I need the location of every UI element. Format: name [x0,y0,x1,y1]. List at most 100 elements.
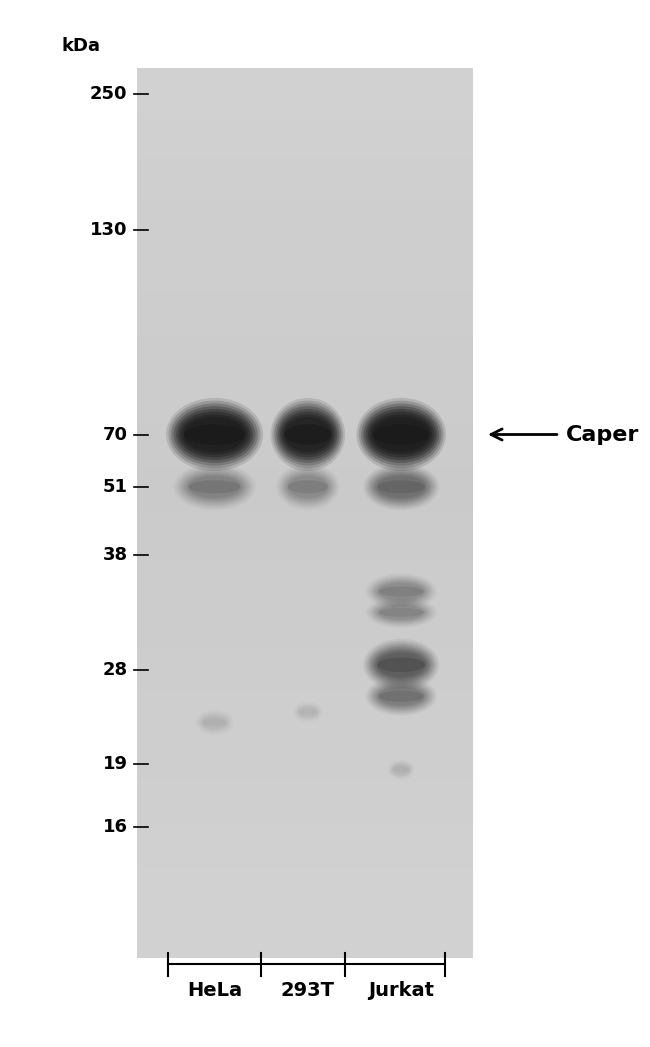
Ellipse shape [182,470,247,504]
Ellipse shape [371,647,432,684]
Ellipse shape [180,469,250,505]
Ellipse shape [276,406,339,463]
Text: 19: 19 [103,755,127,774]
Ellipse shape [379,691,424,701]
Ellipse shape [376,581,426,602]
Ellipse shape [286,474,330,499]
Bar [137,68,473,112]
Ellipse shape [361,403,441,466]
Bar [137,469,473,513]
Ellipse shape [379,608,424,617]
Ellipse shape [376,604,426,621]
Bar [137,68,473,958]
Ellipse shape [371,600,432,625]
Ellipse shape [363,406,439,463]
Bar [137,557,473,602]
Bar [137,201,473,246]
Text: 38: 38 [103,545,127,564]
Ellipse shape [378,583,424,600]
Bar [137,157,473,201]
Bar [137,68,473,958]
Ellipse shape [184,417,246,452]
Text: 28: 28 [103,661,127,680]
Ellipse shape [393,766,410,773]
Ellipse shape [365,641,437,689]
Ellipse shape [363,639,439,691]
Ellipse shape [202,716,227,729]
Ellipse shape [377,475,425,498]
Ellipse shape [371,681,432,712]
Ellipse shape [367,643,436,687]
Bar [137,913,473,958]
Bar [137,380,473,424]
Ellipse shape [376,686,426,707]
Ellipse shape [171,403,258,466]
Text: kDa: kDa [61,38,100,55]
Ellipse shape [391,763,411,776]
Ellipse shape [166,398,263,471]
Ellipse shape [280,411,335,458]
Text: 293T: 293T [281,981,335,1000]
Ellipse shape [184,472,245,502]
Ellipse shape [375,474,427,499]
Ellipse shape [369,576,434,607]
Ellipse shape [374,603,428,622]
Ellipse shape [374,684,428,709]
Ellipse shape [373,579,430,604]
Ellipse shape [188,481,240,493]
Ellipse shape [371,470,432,504]
Ellipse shape [393,764,410,775]
Bar [137,825,473,869]
Ellipse shape [270,398,345,471]
Ellipse shape [188,475,240,498]
Text: 130: 130 [90,221,127,240]
Text: 70: 70 [103,425,127,444]
Ellipse shape [378,605,424,620]
Ellipse shape [377,652,425,677]
Ellipse shape [179,411,250,458]
Text: 51: 51 [103,477,127,496]
Ellipse shape [176,408,253,461]
Ellipse shape [373,648,429,682]
Bar [137,335,473,380]
Bar [137,646,473,691]
Bar [137,113,473,157]
Bar [137,513,473,557]
Ellipse shape [370,415,432,454]
Ellipse shape [369,469,434,505]
Ellipse shape [284,417,332,452]
Ellipse shape [367,467,436,507]
Ellipse shape [278,465,338,509]
Ellipse shape [373,472,429,502]
Ellipse shape [174,406,255,463]
Bar [137,691,473,736]
Ellipse shape [359,401,443,468]
Ellipse shape [280,467,336,507]
Bar [137,602,473,646]
Bar [137,291,473,335]
Bar [137,424,473,468]
Bar [137,780,473,825]
Ellipse shape [184,424,245,445]
Ellipse shape [176,465,254,509]
Ellipse shape [288,475,328,498]
Ellipse shape [392,763,410,775]
Ellipse shape [278,408,337,461]
Ellipse shape [288,481,328,493]
Ellipse shape [367,575,435,608]
Ellipse shape [373,424,429,445]
Ellipse shape [378,481,425,493]
Ellipse shape [285,472,332,502]
Text: 250: 250 [90,85,127,104]
Ellipse shape [298,709,317,715]
Bar [137,246,473,291]
Text: Caper: Caper [566,424,640,445]
Ellipse shape [372,417,430,452]
Ellipse shape [373,601,430,623]
Ellipse shape [282,415,333,454]
Ellipse shape [363,463,439,511]
Ellipse shape [181,415,248,454]
Text: Jurkat: Jurkat [368,981,434,1000]
Ellipse shape [378,658,425,672]
Ellipse shape [371,577,432,606]
